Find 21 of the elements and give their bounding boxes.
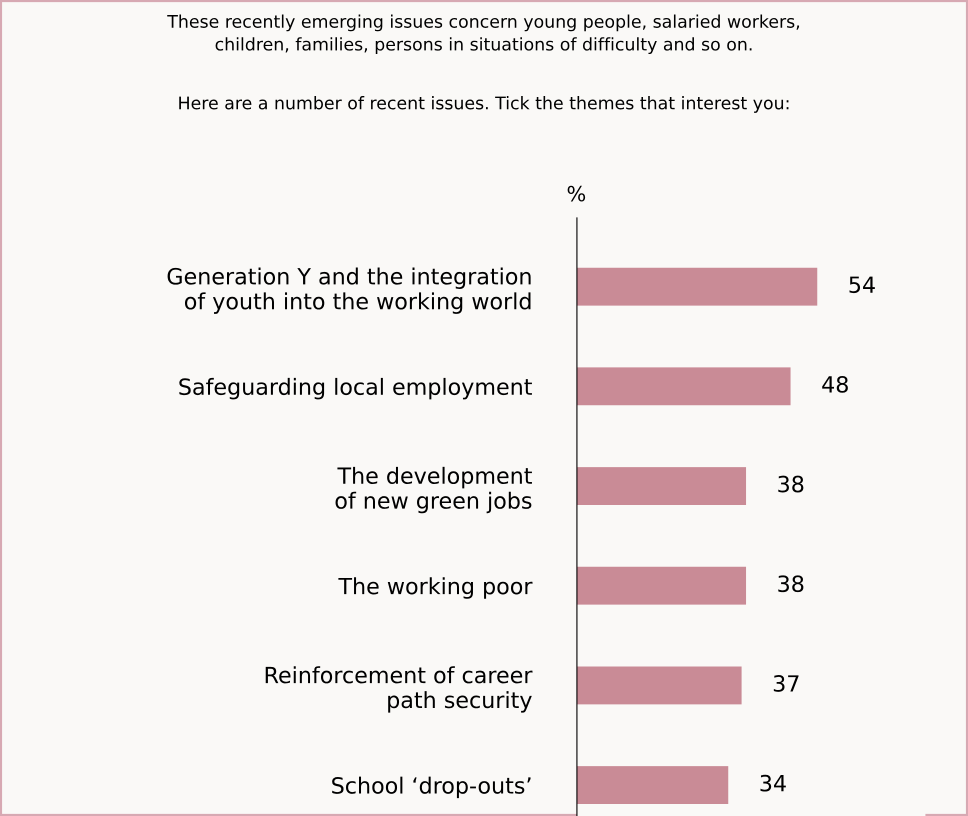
y-tick-label: School ‘drop-outs’: [332, 776, 531, 798]
data-label: 38: [778, 575, 804, 592]
y-tick-label: Safeguarding local employment: [179, 378, 532, 400]
data-label: 54: [850, 276, 875, 294]
bar: [576, 367, 791, 406]
x-axis-title: %: [568, 186, 586, 202]
bar: [576, 566, 746, 605]
y-tick-label: The development of new green jobs: [336, 466, 532, 514]
chart-title: These recently emerging issues concern young people, salaried workers, children, families, persons in situations of difficulty and so on.: [167, 14, 800, 54]
bar: [576, 467, 746, 505]
y-tick-label: Generation Y and the integration of youth into the working world: [168, 267, 531, 314]
y-tick-label: The working poor: [338, 577, 532, 599]
data-label: 34: [760, 774, 786, 792]
bar: [576, 766, 728, 804]
bar: [576, 666, 742, 704]
data-label: 48: [822, 376, 848, 393]
data-label: 37: [774, 675, 799, 692]
data-label: 38: [778, 476, 804, 492]
y-tick-label: Reinforcement of career path security: [266, 666, 532, 713]
chart-subtitle: Here are a number of recent issues. Tick the themes that interest you:: [179, 96, 788, 113]
bar: [576, 268, 818, 306]
